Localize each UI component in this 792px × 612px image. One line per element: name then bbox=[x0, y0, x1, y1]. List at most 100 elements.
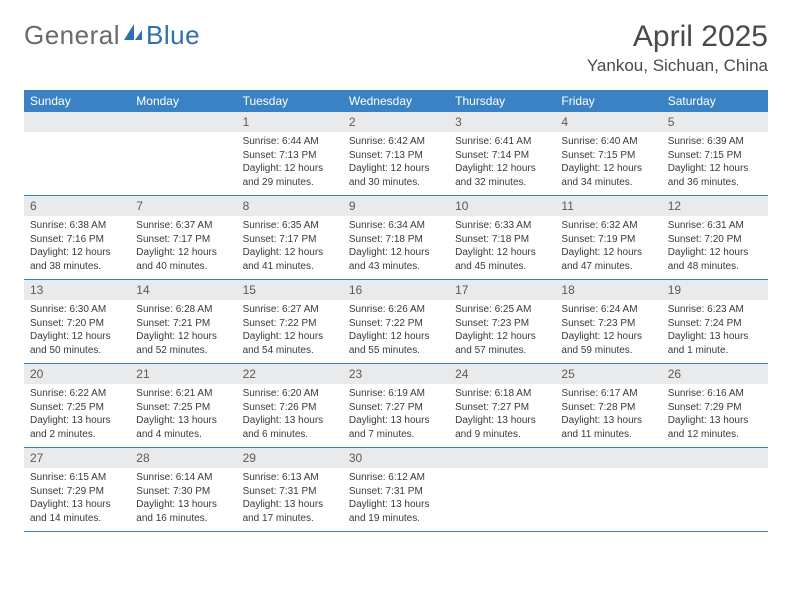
daylight-line: Daylight: 12 hours and 48 minutes. bbox=[668, 246, 762, 273]
sunset-line: Sunset: 7:18 PM bbox=[455, 233, 549, 247]
daylight-line: Daylight: 12 hours and 34 minutes. bbox=[561, 162, 655, 189]
sunrise-line: Sunrise: 6:12 AM bbox=[349, 471, 443, 485]
calendar-day-cell: 2Sunrise: 6:42 AMSunset: 7:13 PMDaylight… bbox=[343, 112, 449, 196]
daylight-line: Daylight: 12 hours and 40 minutes. bbox=[136, 246, 230, 273]
sunrise-line: Sunrise: 6:33 AM bbox=[455, 219, 549, 233]
day-number: 8 bbox=[237, 196, 343, 216]
day-number: 20 bbox=[24, 364, 130, 384]
calendar-day-cell: 6Sunrise: 6:38 AMSunset: 7:16 PMDaylight… bbox=[24, 196, 130, 280]
sunset-line: Sunset: 7:18 PM bbox=[349, 233, 443, 247]
sunset-line: Sunset: 7:31 PM bbox=[243, 485, 337, 499]
sunrise-line: Sunrise: 6:27 AM bbox=[243, 303, 337, 317]
calendar-week-row: 27Sunrise: 6:15 AMSunset: 7:29 PMDayligh… bbox=[24, 448, 768, 532]
sunset-line: Sunset: 7:28 PM bbox=[561, 401, 655, 415]
day-number: 23 bbox=[343, 364, 449, 384]
sunset-line: Sunset: 7:23 PM bbox=[561, 317, 655, 331]
location: Yankou, Sichuan, China bbox=[587, 56, 768, 76]
calendar-day-cell: 4Sunrise: 6:40 AMSunset: 7:15 PMDaylight… bbox=[555, 112, 661, 196]
sunrise-line: Sunrise: 6:28 AM bbox=[136, 303, 230, 317]
title-block: April 2025 Yankou, Sichuan, China bbox=[587, 20, 768, 76]
sunset-line: Sunset: 7:14 PM bbox=[455, 149, 549, 163]
calendar-day-cell: 22Sunrise: 6:20 AMSunset: 7:26 PMDayligh… bbox=[237, 364, 343, 448]
sunrise-line: Sunrise: 6:37 AM bbox=[136, 219, 230, 233]
calendar-week-row: 20Sunrise: 6:22 AMSunset: 7:25 PMDayligh… bbox=[24, 364, 768, 448]
day-body: Sunrise: 6:37 AMSunset: 7:17 PMDaylight:… bbox=[130, 216, 236, 279]
calendar-day-cell: 20Sunrise: 6:22 AMSunset: 7:25 PMDayligh… bbox=[24, 364, 130, 448]
sunrise-line: Sunrise: 6:40 AM bbox=[561, 135, 655, 149]
sunrise-line: Sunrise: 6:15 AM bbox=[30, 471, 124, 485]
day-body bbox=[24, 132, 130, 190]
sunrise-line: Sunrise: 6:22 AM bbox=[30, 387, 124, 401]
day-number bbox=[130, 112, 236, 132]
day-body: Sunrise: 6:40 AMSunset: 7:15 PMDaylight:… bbox=[555, 132, 661, 195]
calendar-week-row: 1Sunrise: 6:44 AMSunset: 7:13 PMDaylight… bbox=[24, 112, 768, 196]
day-number bbox=[555, 448, 661, 468]
calendar-day-cell: 13Sunrise: 6:30 AMSunset: 7:20 PMDayligh… bbox=[24, 280, 130, 364]
day-body: Sunrise: 6:26 AMSunset: 7:22 PMDaylight:… bbox=[343, 300, 449, 363]
day-number: 27 bbox=[24, 448, 130, 468]
sunrise-line: Sunrise: 6:14 AM bbox=[136, 471, 230, 485]
daylight-line: Daylight: 13 hours and 1 minute. bbox=[668, 330, 762, 357]
calendar-day-cell: 27Sunrise: 6:15 AMSunset: 7:29 PMDayligh… bbox=[24, 448, 130, 532]
calendar-day-cell: 14Sunrise: 6:28 AMSunset: 7:21 PMDayligh… bbox=[130, 280, 236, 364]
daylight-line: Daylight: 13 hours and 19 minutes. bbox=[349, 498, 443, 525]
day-body: Sunrise: 6:19 AMSunset: 7:27 PMDaylight:… bbox=[343, 384, 449, 447]
day-body: Sunrise: 6:31 AMSunset: 7:20 PMDaylight:… bbox=[662, 216, 768, 279]
calendar-day-cell: 23Sunrise: 6:19 AMSunset: 7:27 PMDayligh… bbox=[343, 364, 449, 448]
calendar-body: 1Sunrise: 6:44 AMSunset: 7:13 PMDaylight… bbox=[24, 112, 768, 532]
day-body: Sunrise: 6:23 AMSunset: 7:24 PMDaylight:… bbox=[662, 300, 768, 363]
day-body bbox=[662, 468, 768, 526]
day-body: Sunrise: 6:17 AMSunset: 7:28 PMDaylight:… bbox=[555, 384, 661, 447]
calendar-empty-cell bbox=[449, 448, 555, 532]
sunset-line: Sunset: 7:27 PM bbox=[455, 401, 549, 415]
calendar-day-cell: 29Sunrise: 6:13 AMSunset: 7:31 PMDayligh… bbox=[237, 448, 343, 532]
daylight-line: Daylight: 12 hours and 41 minutes. bbox=[243, 246, 337, 273]
day-number: 3 bbox=[449, 112, 555, 132]
sail-icon bbox=[122, 20, 144, 51]
sunrise-line: Sunrise: 6:20 AM bbox=[243, 387, 337, 401]
day-number: 18 bbox=[555, 280, 661, 300]
sunset-line: Sunset: 7:22 PM bbox=[243, 317, 337, 331]
day-body: Sunrise: 6:41 AMSunset: 7:14 PMDaylight:… bbox=[449, 132, 555, 195]
calendar-empty-cell bbox=[662, 448, 768, 532]
calendar-week-row: 13Sunrise: 6:30 AMSunset: 7:20 PMDayligh… bbox=[24, 280, 768, 364]
day-body: Sunrise: 6:42 AMSunset: 7:13 PMDaylight:… bbox=[343, 132, 449, 195]
calendar-week-row: 6Sunrise: 6:38 AMSunset: 7:16 PMDaylight… bbox=[24, 196, 768, 280]
calendar-day-cell: 19Sunrise: 6:23 AMSunset: 7:24 PMDayligh… bbox=[662, 280, 768, 364]
day-body: Sunrise: 6:30 AMSunset: 7:20 PMDaylight:… bbox=[24, 300, 130, 363]
daylight-line: Daylight: 12 hours and 29 minutes. bbox=[243, 162, 337, 189]
calendar-day-cell: 18Sunrise: 6:24 AMSunset: 7:23 PMDayligh… bbox=[555, 280, 661, 364]
calendar-empty-cell bbox=[130, 112, 236, 196]
day-body: Sunrise: 6:16 AMSunset: 7:29 PMDaylight:… bbox=[662, 384, 768, 447]
calendar-day-cell: 28Sunrise: 6:14 AMSunset: 7:30 PMDayligh… bbox=[130, 448, 236, 532]
calendar-day-cell: 21Sunrise: 6:21 AMSunset: 7:25 PMDayligh… bbox=[130, 364, 236, 448]
sunset-line: Sunset: 7:13 PM bbox=[349, 149, 443, 163]
calendar-day-cell: 15Sunrise: 6:27 AMSunset: 7:22 PMDayligh… bbox=[237, 280, 343, 364]
daylight-line: Daylight: 12 hours and 43 minutes. bbox=[349, 246, 443, 273]
sunrise-line: Sunrise: 6:35 AM bbox=[243, 219, 337, 233]
day-body: Sunrise: 6:32 AMSunset: 7:19 PMDaylight:… bbox=[555, 216, 661, 279]
sunrise-line: Sunrise: 6:24 AM bbox=[561, 303, 655, 317]
sunrise-line: Sunrise: 6:23 AM bbox=[668, 303, 762, 317]
calendar-day-cell: 10Sunrise: 6:33 AMSunset: 7:18 PMDayligh… bbox=[449, 196, 555, 280]
day-number: 9 bbox=[343, 196, 449, 216]
sunset-line: Sunset: 7:21 PM bbox=[136, 317, 230, 331]
day-number bbox=[449, 448, 555, 468]
day-number: 12 bbox=[662, 196, 768, 216]
daylight-line: Daylight: 13 hours and 12 minutes. bbox=[668, 414, 762, 441]
daylight-line: Daylight: 12 hours and 50 minutes. bbox=[30, 330, 124, 357]
sunset-line: Sunset: 7:20 PM bbox=[30, 317, 124, 331]
day-number bbox=[24, 112, 130, 132]
daylight-line: Daylight: 12 hours and 52 minutes. bbox=[136, 330, 230, 357]
daylight-line: Daylight: 13 hours and 9 minutes. bbox=[455, 414, 549, 441]
page-header: General Blue April 2025 Yankou, Sichuan,… bbox=[24, 20, 768, 76]
calendar-empty-cell bbox=[24, 112, 130, 196]
day-number: 7 bbox=[130, 196, 236, 216]
day-header: Monday bbox=[130, 90, 236, 112]
daylight-line: Daylight: 13 hours and 6 minutes. bbox=[243, 414, 337, 441]
calendar-day-cell: 26Sunrise: 6:16 AMSunset: 7:29 PMDayligh… bbox=[662, 364, 768, 448]
daylight-line: Daylight: 12 hours and 55 minutes. bbox=[349, 330, 443, 357]
daylight-line: Daylight: 12 hours and 45 minutes. bbox=[455, 246, 549, 273]
sunset-line: Sunset: 7:30 PM bbox=[136, 485, 230, 499]
day-header: Thursday bbox=[449, 90, 555, 112]
